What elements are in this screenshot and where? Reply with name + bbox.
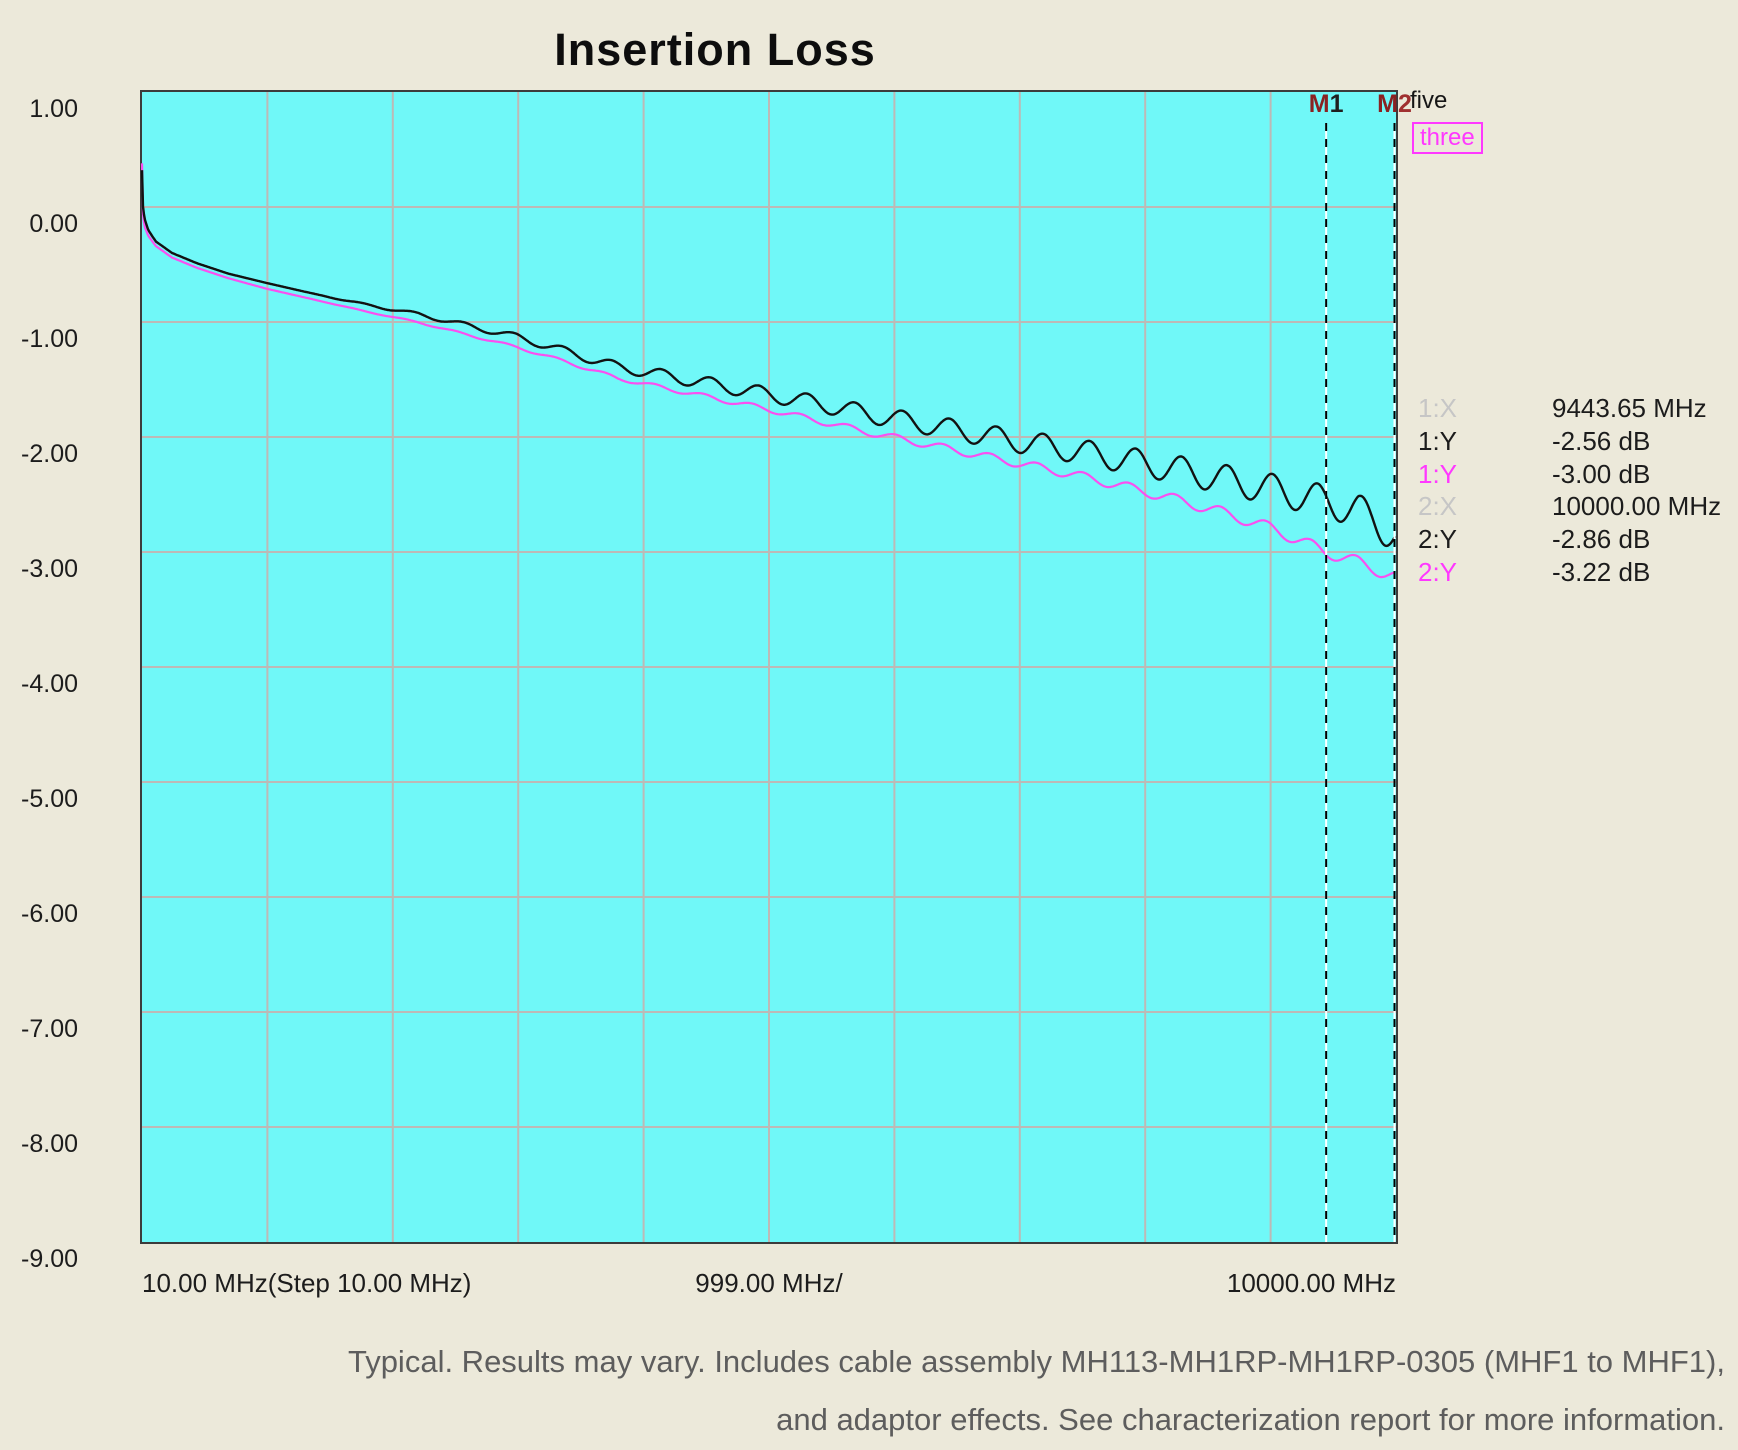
y-tick-label: -5.00 <box>21 785 78 813</box>
readout-row: 2:Y -3.22 dB <box>1418 556 1730 589</box>
y-tick-label: -4.00 <box>21 670 78 698</box>
readout-label: 2:Y <box>1418 524 1458 555</box>
caption: Typical. Results may vary. Includes cabl… <box>348 1333 1725 1449</box>
y-tick-label: 0.00 <box>29 210 78 238</box>
readout-label: 1:Y <box>1418 458 1458 489</box>
readout-row: 1:X 9443.65 MHz <box>1418 392 1730 425</box>
y-tick-label: 1.00 <box>29 95 78 123</box>
plot-area: M1 M2 <box>140 90 1412 1244</box>
x-axis-tick-labels: 10.00 MHz(Step 10.00 MHz) 999.00 MHz/ 10… <box>140 1266 1398 1300</box>
readout-value: -2.86 dB <box>1552 524 1651 555</box>
marker-label-m1: M1 <box>1308 90 1344 118</box>
x-tick-end: 10000.00 MHz <box>1226 1268 1396 1298</box>
x-tick-center: 999.00 MHz/ <box>695 1268 843 1298</box>
plot-svg <box>140 92 1397 1242</box>
readout-row: 1:Y -2.56 dB <box>1418 425 1730 458</box>
y-tick-label: -3.00 <box>21 555 78 583</box>
y-tick-label: -8.00 <box>21 1130 78 1158</box>
trace-label-three: three <box>1412 122 1483 154</box>
trace-three <box>140 163 1396 579</box>
readout-label: 1:Y <box>1418 425 1458 456</box>
trace-five <box>140 170 1397 548</box>
readout-label: 2:Y <box>1418 557 1458 587</box>
trace-label-five: five <box>1410 87 1448 114</box>
readout-row: 2:Y -2.86 dB <box>1418 523 1730 556</box>
x-tick-start: 10.00 MHz(Step 10.00 MHz) <box>142 1268 472 1298</box>
y-tick-label: -9.00 <box>21 1245 78 1273</box>
y-tick-label: -6.00 <box>21 900 78 928</box>
readout-value: 10000.00 MHz <box>1552 491 1722 522</box>
readout-row: 1:Y -3.00 dB <box>1418 458 1730 491</box>
readout-label: 1:X <box>1418 393 1458 423</box>
marker-label-m2: M2 <box>1377 90 1412 118</box>
y-tick-label: -7.00 <box>21 1015 78 1043</box>
readout-label: 2:X <box>1418 491 1458 522</box>
caption-line-2: and adaptor effects. See characterizatio… <box>776 1402 1725 1437</box>
readout-value: -3.00 dB <box>1552 458 1651 489</box>
caption-line-1: Typical. Results may vary. Includes cabl… <box>347 1344 1725 1379</box>
chart-title: Insertion Loss <box>554 24 876 75</box>
readout-value: 9443.65 MHz <box>1552 393 1707 423</box>
readout-value: -2.56 dB <box>1552 425 1651 456</box>
readout-value: -3.22 dB <box>1552 557 1651 587</box>
y-tick-label: -1.00 <box>21 325 78 353</box>
readout-row: 2:X 10000.00 MHz <box>1418 490 1730 523</box>
y-tick-label: -2.00 <box>21 440 78 468</box>
